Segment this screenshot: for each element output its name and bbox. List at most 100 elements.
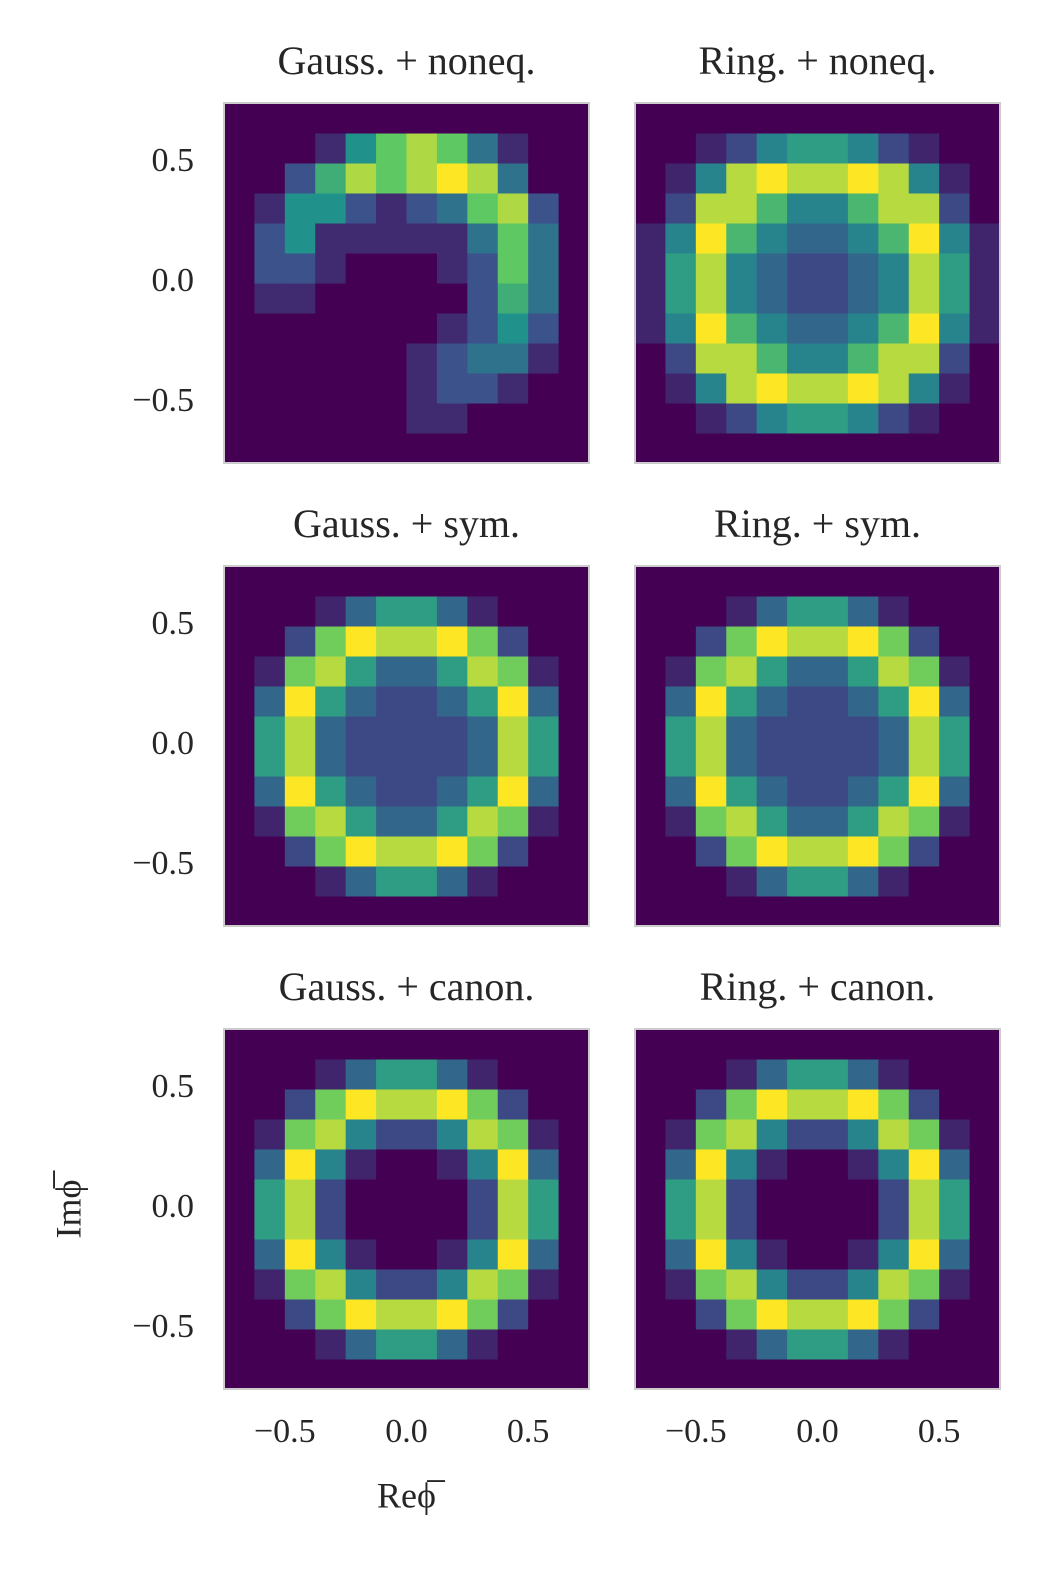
hist-cell	[254, 1089, 286, 1120]
hist-cell	[878, 776, 910, 807]
hist-cell	[254, 1209, 286, 1240]
hist-cell	[635, 373, 666, 404]
hist-cell	[467, 403, 499, 434]
hist-cell	[558, 1329, 590, 1360]
hist-cell	[436, 1059, 468, 1090]
hist-cell	[908, 626, 940, 657]
hist-cell	[969, 626, 1001, 657]
hist-cell	[436, 1179, 468, 1210]
hist-cell	[635, 103, 666, 134]
hist-cell	[224, 1359, 255, 1390]
hist-cell	[726, 806, 758, 837]
hist-cell	[969, 133, 1001, 164]
hist-cell	[406, 716, 438, 747]
hist-cell	[376, 566, 407, 597]
hist-cell	[376, 1059, 407, 1090]
hist-cell	[847, 1269, 879, 1300]
hist-cell	[254, 163, 286, 194]
hist-cell	[528, 656, 560, 687]
hist-cell	[436, 686, 468, 717]
hist-cell	[817, 1119, 849, 1150]
hist-cell	[969, 1329, 1001, 1360]
hist-cell	[939, 776, 971, 807]
hist-cell	[847, 896, 879, 927]
hist-cell	[695, 343, 727, 374]
hist-cell	[908, 746, 940, 777]
hist-cell	[939, 656, 971, 687]
hist-cell	[406, 193, 438, 224]
hist-cell	[908, 1149, 940, 1180]
hist-cell	[878, 746, 910, 777]
hist-cell	[635, 1269, 666, 1300]
hist-cell	[969, 1209, 1001, 1240]
hist-cell	[315, 1089, 347, 1120]
hist-cell	[847, 866, 879, 897]
hist-cell	[635, 656, 666, 687]
hist-cell	[908, 103, 940, 134]
hist-cell	[939, 1029, 971, 1060]
hist-cell	[254, 313, 286, 344]
hist-cell	[726, 776, 758, 807]
hist-cell	[908, 163, 940, 194]
hist-cell	[254, 1329, 286, 1360]
hist-cell	[635, 1029, 666, 1060]
hist-cell	[345, 686, 377, 717]
hist-cell	[726, 1089, 758, 1120]
hist-cell	[969, 193, 1001, 224]
hist-cell	[817, 133, 849, 164]
hist-cell	[376, 163, 407, 194]
hist-cell	[467, 283, 499, 314]
hist-cell	[969, 433, 1001, 464]
hist-cell	[224, 1089, 255, 1120]
hist-cell	[436, 1269, 468, 1300]
hist-cell	[497, 1299, 529, 1330]
hist-cell	[467, 1359, 499, 1390]
hist-cell	[908, 656, 940, 687]
hist-cell	[908, 836, 940, 867]
hist-cell	[315, 373, 347, 404]
hist-cell	[467, 343, 499, 374]
hist-cell	[467, 1029, 499, 1060]
hist-cell	[467, 1059, 499, 1090]
hist-cell	[284, 1299, 316, 1330]
hist-cell	[726, 1239, 758, 1270]
hist-cell	[817, 806, 849, 837]
hist-cell	[436, 313, 468, 344]
hist-cell	[315, 403, 347, 434]
hist-cell	[908, 1269, 940, 1300]
hist-cell	[284, 1359, 316, 1390]
hist-cell	[284, 1179, 316, 1210]
hist-cell	[635, 1209, 666, 1240]
hist-cell	[695, 253, 727, 284]
hist-cell	[939, 253, 971, 284]
hist-cell	[284, 163, 316, 194]
hist-cell	[284, 313, 316, 344]
hist-cell	[284, 686, 316, 717]
hist-cell	[284, 896, 316, 927]
hist-cell	[969, 1119, 1001, 1150]
hist-cell	[558, 1269, 590, 1300]
hist-cell	[787, 1059, 818, 1090]
hist-cell	[939, 1119, 971, 1150]
hist-cell	[497, 866, 529, 897]
hist-cell	[817, 626, 849, 657]
hist-cell	[726, 896, 758, 927]
hist-cell	[406, 133, 438, 164]
hist-cell	[467, 1239, 499, 1270]
hist-cell	[908, 716, 940, 747]
hist-cell	[528, 1299, 560, 1330]
hist-cell	[756, 896, 788, 927]
hist-cell	[665, 133, 697, 164]
hist-cell	[878, 656, 910, 687]
hist-cell	[345, 656, 377, 687]
hist-cell	[635, 163, 666, 194]
hist-cell	[497, 1209, 529, 1240]
hist-cell	[315, 746, 347, 777]
hist-cell	[939, 686, 971, 717]
hist-cell	[878, 596, 910, 627]
hist-cell	[817, 1299, 849, 1330]
hist-cell	[376, 1299, 407, 1330]
hist-cell	[315, 223, 347, 254]
hist-cell	[878, 253, 910, 284]
hist-cell	[406, 1149, 438, 1180]
